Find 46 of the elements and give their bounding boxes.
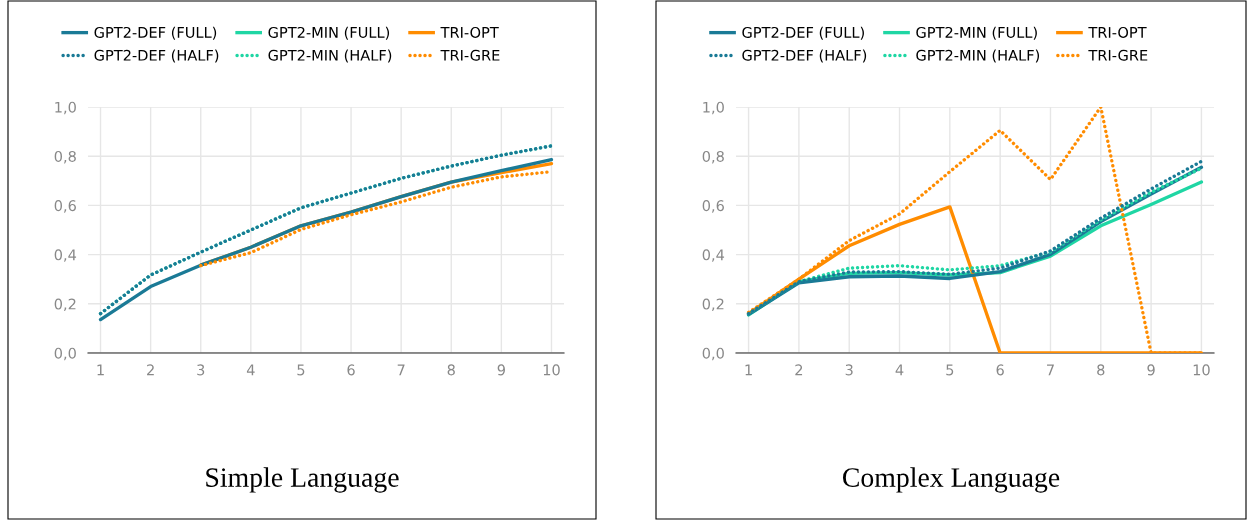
y-tick-label: 0,8	[54, 150, 76, 164]
y-tick-label: 1,0	[55, 101, 76, 115]
x-tick-label: 3	[845, 364, 853, 376]
legend-label: GPT2-DEF (FULL)	[94, 26, 217, 40]
x-tick-label: 6	[996, 364, 1004, 376]
legend-label: GPT2-DEF (HALF)	[94, 49, 219, 63]
legend-label: GPT2-MIN (HALF)	[916, 49, 1040, 63]
legend-label: GPT2-DEF (FULL)	[742, 26, 864, 40]
legend-label: GPT2-DEF (HALF)	[742, 49, 867, 63]
legend-label: TRI-OPT	[440, 26, 499, 38]
x-tick-label: 8	[1097, 364, 1105, 376]
x-tick-label: 2	[147, 364, 154, 376]
legend-label: GPT2-MIN (FULL)	[268, 26, 390, 40]
y-tick-label: 0,2	[54, 298, 76, 312]
legend-label: GPT2-MIN (HALF)	[268, 49, 392, 63]
x-tick-label: 3	[197, 364, 205, 376]
legend-label: GPT2-MIN (FULL)	[916, 26, 1037, 40]
y-tick-label: 0,6	[54, 200, 76, 213]
x-tick-label: 4	[895, 364, 904, 376]
y-tick-label: 1,0	[703, 101, 724, 115]
y-tick-label: 0,0	[702, 347, 724, 361]
x-tick-label: 1	[745, 364, 752, 376]
x-tick-label: 5	[297, 364, 305, 376]
x-tick-label: 5	[946, 364, 954, 376]
x-tick-label: 9	[1147, 364, 1155, 376]
y-tick-label: 0,4	[702, 249, 725, 262]
legend-label: TRI-GRE	[1088, 49, 1148, 61]
x-tick-label: 7	[397, 364, 405, 376]
y-tick-label: 0,0	[54, 347, 76, 361]
x-tick-label: 10	[1193, 364, 1210, 376]
x-tick-label: 1	[97, 364, 104, 376]
x-tick-label: 9	[497, 364, 505, 376]
y-tick-label: 0,4	[54, 249, 77, 262]
text: Simple Language	[206, 467, 399, 493]
x-tick-label: 6	[347, 364, 355, 376]
x-tick-label: 2	[795, 364, 803, 376]
y-tick-label: 0,6	[702, 200, 724, 213]
x-tick-label: 7	[1047, 364, 1054, 376]
legend-label: TRI-GRE	[440, 49, 500, 61]
y-tick-label: 0,8	[702, 150, 724, 164]
legend-label: TRI-OPT	[1088, 26, 1147, 38]
text: Complex Language	[842, 467, 1060, 493]
x-tick-label: 10	[543, 364, 560, 376]
x-tick-label: 4	[246, 364, 255, 376]
y-tick-label: 0,2	[702, 298, 724, 312]
x-tick-label: 8	[447, 364, 455, 376]
